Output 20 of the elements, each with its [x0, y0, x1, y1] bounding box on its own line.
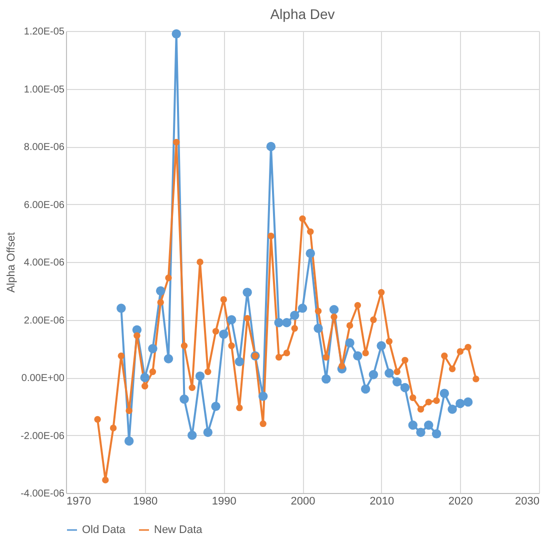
legend-label: Old Data — [82, 524, 126, 536]
y-tick-label: 6.00E-06 — [24, 200, 65, 211]
x-tick-label: 2030 — [515, 496, 540, 508]
y-tick-label: 0.00E+00 — [21, 373, 65, 384]
chart-title: Alpha Dev — [270, 6, 335, 22]
y-tick-label: 1.20E-05 — [24, 26, 65, 38]
y-tick-label: -4.00E-06 — [20, 488, 65, 500]
y-tick-label: 2.00E-06 — [24, 315, 65, 326]
x-tick-label: 1970 — [66, 496, 91, 508]
x-tick-label: 2010 — [370, 496, 394, 508]
y-tick-label: 1.00E-05 — [24, 84, 65, 96]
legend-label: New Data — [154, 524, 204, 536]
y-tick-label: 8.00E-06 — [24, 142, 65, 153]
x-tick-label: 1990 — [212, 496, 236, 508]
x-tick-label: 1980 — [133, 496, 158, 508]
x-tick-label: 2020 — [448, 496, 473, 508]
y-axis-title: Alpha Offset — [6, 232, 18, 293]
y-tick-label: -2.00E-06 — [20, 430, 65, 442]
y-tick-label: 4.00E-06 — [24, 258, 65, 268]
x-tick-label: 2000 — [290, 496, 316, 508]
